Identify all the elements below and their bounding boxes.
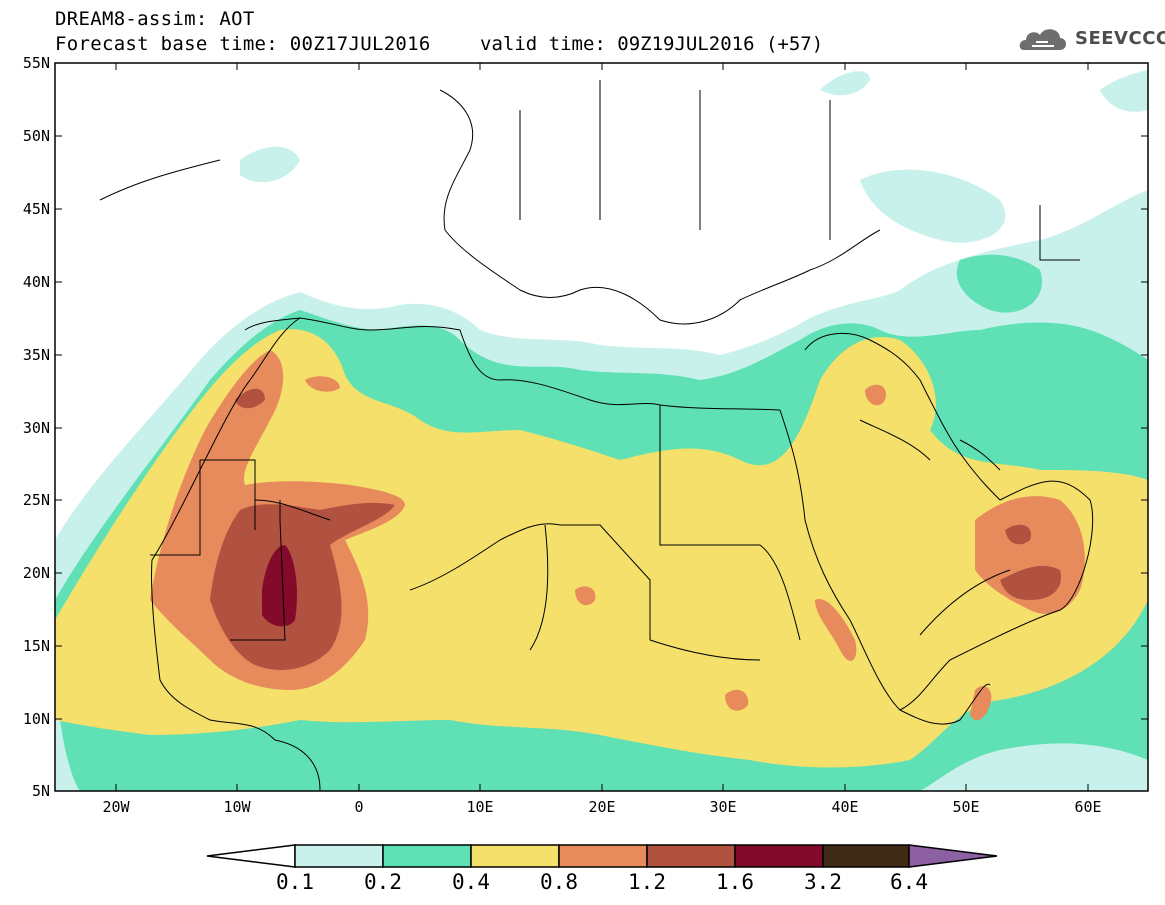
- lon-label: 0: [354, 798, 364, 816]
- cloud-logo-icon: [1019, 29, 1066, 50]
- aot-layer-0.8: [725, 689, 749, 711]
- aot-layer-1.2: [235, 388, 265, 409]
- lat-label: 55N: [22, 54, 50, 72]
- lat-label: 10N: [22, 710, 50, 728]
- aot-fields: [55, 70, 1148, 791]
- valid-time: valid time: 09Z19JUL2016 (+57): [480, 33, 824, 55]
- colorbar-high-triangle: [908, 844, 998, 868]
- lat-label: 35N: [22, 346, 50, 364]
- colorbar-label: 3.2: [804, 870, 842, 894]
- lon-label: 10W: [223, 798, 251, 816]
- lat-label: 25N: [22, 491, 50, 509]
- lon-label: 20W: [102, 798, 130, 816]
- aot-layer-0.1: [860, 169, 1006, 243]
- colorbar-label: 0.1: [276, 870, 314, 894]
- lat-label: 40N: [22, 273, 50, 291]
- aot-layer-0.8: [815, 599, 857, 661]
- aot-layer-0.8: [575, 586, 596, 606]
- colorbar-label: 0.8: [540, 870, 578, 894]
- colorbar-low-triangle: [206, 844, 296, 868]
- aot-layer-0.1: [1100, 70, 1148, 112]
- aot-layer-0.1: [820, 71, 870, 96]
- map-title: DREAM8-assim: AOT: [55, 8, 255, 30]
- lat-label: 45N: [22, 200, 50, 218]
- colorbar-label: 1.2: [628, 870, 666, 894]
- colorbar-label: 0.2: [364, 870, 402, 894]
- lat-label: 5N: [31, 782, 50, 800]
- colorbar-swatch-3.2: [822, 844, 910, 868]
- colorbar-label: 1.6: [716, 870, 754, 894]
- aot-layer-0.2: [956, 254, 1042, 313]
- lat-label: 30N: [22, 419, 50, 437]
- aot-layer-0.8: [970, 685, 992, 721]
- lon-label: 50E: [952, 798, 980, 816]
- colorbar-label: 6.4: [890, 870, 928, 894]
- country-borders: [99, 80, 1094, 791]
- aot-layer-1.2: [210, 502, 395, 670]
- colorbar: [206, 844, 998, 868]
- lon-label: 40E: [831, 798, 859, 816]
- aot-layer-1.2: [1000, 565, 1061, 600]
- aot-layer-1.6: [262, 545, 297, 627]
- lon-label: 20E: [588, 798, 616, 816]
- logo-text: SEEVCCC: [1075, 28, 1165, 49]
- aot-layer-1.2: [1005, 524, 1031, 545]
- forecast-base-time: Forecast base time: 00Z17JUL2016: [55, 33, 431, 55]
- lat-label: 15N: [22, 637, 50, 655]
- colorbar-swatch-0.8: [558, 844, 648, 868]
- colorbar-swatch-0.2: [382, 844, 472, 868]
- lon-label: 30E: [709, 798, 737, 816]
- axis-ticks: [55, 62, 1148, 791]
- colorbar-swatch-1.6: [734, 844, 824, 868]
- aot-layer-0.8: [865, 384, 886, 406]
- lat-label: 20N: [22, 564, 50, 582]
- lon-label: 10E: [466, 798, 494, 816]
- lon-label: 60E: [1074, 798, 1102, 816]
- aot-layer-0.8: [305, 376, 340, 392]
- colorbar-swatch-0.1: [294, 844, 384, 868]
- aot-layer-0.1: [240, 146, 300, 183]
- colorbar-label: 0.4: [452, 870, 490, 894]
- colorbar-swatch-0.4: [470, 844, 560, 868]
- colorbar-swatch-1.2: [646, 844, 736, 868]
- lat-label: 50N: [22, 127, 50, 145]
